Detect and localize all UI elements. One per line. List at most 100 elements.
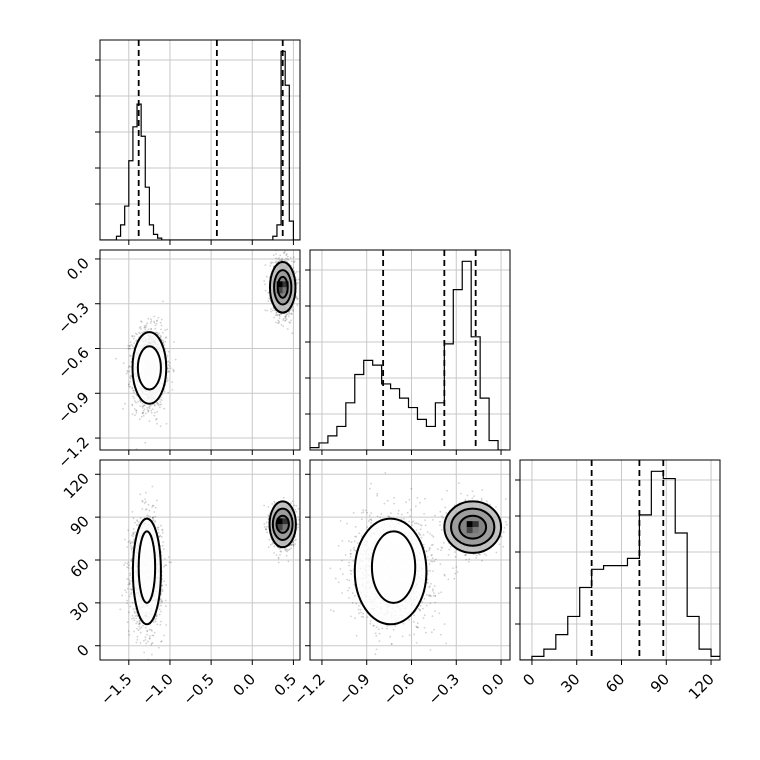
scatter-point bbox=[281, 257, 283, 260]
contour-line bbox=[273, 269, 293, 306]
scatter-point bbox=[129, 605, 132, 608]
scatter-point bbox=[157, 531, 160, 534]
scatter-point bbox=[159, 321, 162, 324]
scatter-point bbox=[134, 414, 136, 417]
scatter-point bbox=[148, 628, 151, 631]
scatter-point bbox=[124, 402, 126, 405]
scatter-point bbox=[148, 509, 151, 512]
scatter-point bbox=[166, 377, 169, 379]
scatter-point bbox=[126, 566, 129, 568]
scatter-point bbox=[167, 360, 170, 363]
scatter-point bbox=[146, 630, 149, 632]
scatter-point bbox=[148, 635, 151, 637]
scatter-point bbox=[139, 326, 142, 328]
scatter-point bbox=[150, 327, 153, 330]
scatter-point bbox=[129, 374, 132, 377]
scatter-point bbox=[135, 340, 137, 342]
scatter-point bbox=[153, 404, 156, 407]
scatter-point bbox=[153, 320, 156, 323]
scatter-point bbox=[158, 613, 161, 616]
scatter-point bbox=[285, 314, 288, 316]
scatter-point bbox=[128, 633, 131, 636]
scatter-point bbox=[160, 399, 163, 401]
scatter-point bbox=[155, 615, 158, 618]
scatter-point bbox=[129, 580, 131, 582]
scatter-point bbox=[134, 521, 137, 524]
scatter-point bbox=[153, 321, 156, 324]
scatter-point bbox=[292, 267, 295, 269]
scatter-point bbox=[130, 591, 133, 594]
scatter-point bbox=[286, 328, 289, 330]
scatter-point bbox=[127, 564, 130, 567]
scatter-point bbox=[284, 319, 286, 322]
scatter-point bbox=[127, 529, 130, 532]
scatter-point bbox=[144, 441, 147, 444]
scatter-point bbox=[154, 327, 157, 330]
scatter-point bbox=[130, 617, 133, 620]
scatter-point bbox=[134, 531, 136, 534]
scatter-point bbox=[295, 296, 297, 299]
scatter-point bbox=[144, 328, 147, 331]
scatter-point bbox=[267, 506, 270, 508]
scatter-point bbox=[151, 653, 153, 656]
scatter-point bbox=[152, 516, 154, 519]
scatter-point bbox=[152, 505, 155, 507]
scatter-point bbox=[292, 256, 295, 258]
scatter-point bbox=[156, 332, 159, 334]
scatter-point bbox=[156, 319, 159, 322]
scatter-point bbox=[165, 605, 167, 608]
scatter-point bbox=[159, 401, 162, 403]
scatter-point bbox=[288, 321, 291, 324]
scatter-point bbox=[138, 399, 141, 402]
scatter-point bbox=[139, 405, 142, 407]
scatter-point bbox=[160, 604, 162, 607]
scatter-point bbox=[138, 621, 141, 624]
scatter-point bbox=[150, 642, 153, 645]
scatter-point bbox=[137, 401, 139, 403]
scatter-point bbox=[128, 583, 131, 586]
scatter-point bbox=[144, 326, 147, 329]
scatter-point bbox=[133, 342, 136, 345]
scatter-point bbox=[132, 608, 135, 610]
scatter-point bbox=[291, 306, 294, 308]
scatter-point bbox=[136, 333, 138, 336]
scatter-point bbox=[129, 376, 132, 379]
scatter-point bbox=[149, 404, 152, 407]
scatter-point bbox=[143, 326, 146, 329]
scatter-point bbox=[169, 367, 172, 370]
scatter-point bbox=[290, 313, 293, 316]
scatter-point bbox=[146, 514, 149, 517]
scatter-point bbox=[162, 341, 165, 344]
scatter-point bbox=[122, 362, 125, 365]
scatter-point bbox=[142, 412, 145, 414]
scatter-point bbox=[271, 503, 274, 505]
scatter-point bbox=[286, 255, 289, 258]
scatter-point bbox=[163, 548, 165, 551]
scatter-point bbox=[297, 278, 300, 281]
scatter-point bbox=[284, 315, 287, 318]
scatter-point bbox=[153, 521, 156, 523]
scatter-point bbox=[130, 593, 132, 595]
scatter-point bbox=[272, 254, 275, 257]
scatter-point bbox=[289, 321, 292, 324]
scatter-point bbox=[264, 283, 266, 286]
scatter-point bbox=[278, 313, 280, 316]
scatter-point bbox=[142, 405, 145, 408]
scatter-point bbox=[135, 622, 138, 625]
scatter-point bbox=[155, 418, 157, 421]
scatter-point bbox=[128, 383, 130, 385]
scatter-point bbox=[132, 389, 135, 392]
scatter-point bbox=[131, 534, 133, 537]
scatter-point bbox=[167, 350, 170, 353]
scatter-point bbox=[130, 547, 133, 550]
scatter-point bbox=[155, 331, 158, 334]
scatter-point bbox=[153, 403, 156, 406]
scatter-point bbox=[265, 528, 267, 531]
scatter-point bbox=[126, 621, 129, 624]
scatter-point bbox=[129, 588, 132, 590]
scatter-point bbox=[167, 367, 169, 370]
scatter-point bbox=[147, 640, 149, 643]
scatter-point bbox=[135, 393, 138, 396]
scatter-point bbox=[142, 624, 145, 627]
